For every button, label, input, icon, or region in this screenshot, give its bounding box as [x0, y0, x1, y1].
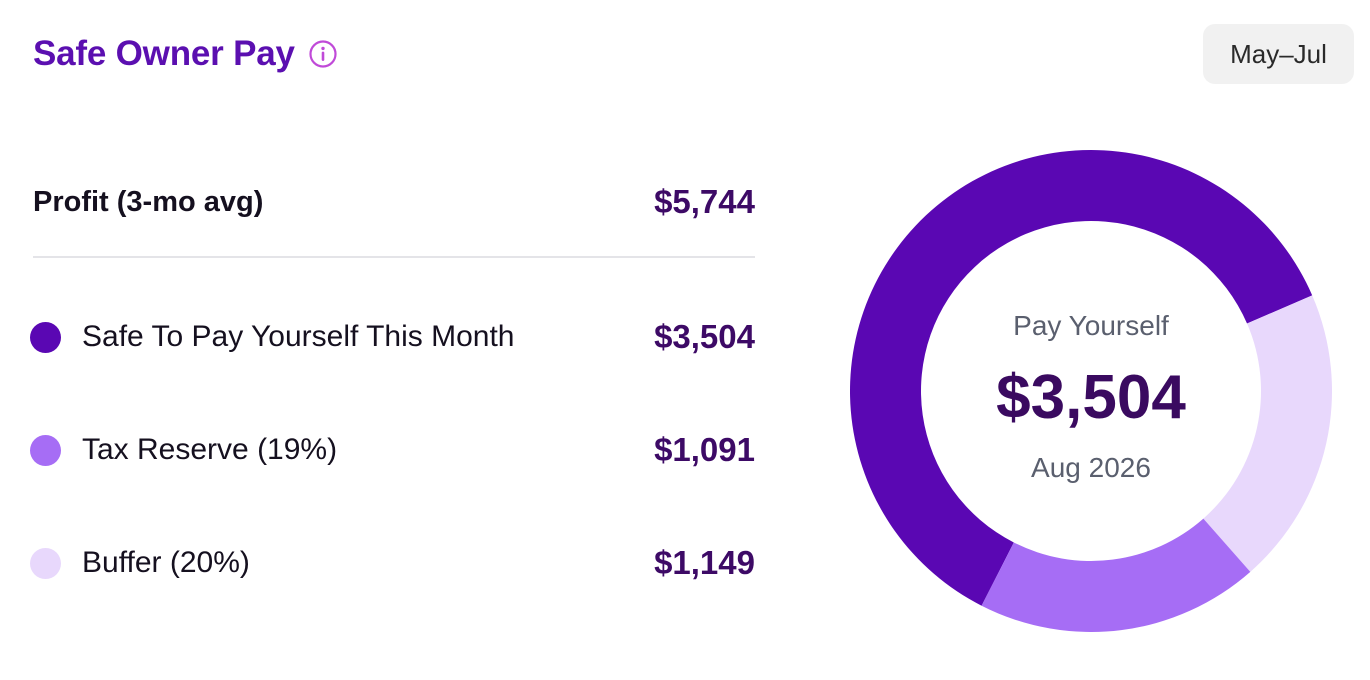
- center-value: $3,504: [996, 363, 1186, 432]
- divider: [33, 256, 755, 258]
- tax-reserve-dot: [30, 434, 61, 466]
- center-label: Pay Yourself: [1013, 310, 1169, 341]
- legend-item-buffer: Buffer (20%) $1,149: [30, 541, 755, 585]
- profit-row: Profit (3-mo avg) $5,744: [33, 180, 755, 224]
- donut-svg: [850, 150, 1332, 632]
- donut-slice-2: [1203, 295, 1332, 572]
- donut-slice-3: [981, 518, 1251, 632]
- legend-item-tax-reserve: Tax Reserve (19%) $1,091: [30, 428, 755, 472]
- legend-amount: $1,091: [654, 431, 755, 468]
- card-header: Safe Owner Pay: [33, 30, 337, 78]
- legend-item-safe-to-pay: Safe To Pay Yourself This Month $3,504: [30, 315, 755, 359]
- donut-chart: Pay Yourself $3,504 Aug 2026: [850, 150, 1332, 632]
- buffer-dot: [30, 547, 61, 579]
- info-icon[interactable]: [309, 40, 337, 68]
- center-date: Aug 2026: [1031, 452, 1151, 483]
- donut-slice-1: [850, 150, 1313, 606]
- safe-to-pay-dot: [30, 321, 61, 353]
- profit-amount: $5,744: [654, 183, 755, 220]
- legend-label: Buffer (20%): [82, 546, 250, 579]
- legend-amount: $1,149: [654, 544, 755, 581]
- donut-center: Pay Yourself $3,504 Aug 2026: [850, 150, 1332, 632]
- date-range-button[interactable]: May–Jul: [1203, 24, 1354, 84]
- legend-amount: $3,504: [654, 318, 755, 355]
- page-title: Safe Owner Pay: [33, 34, 295, 73]
- legend-label: Safe To Pay Yourself This Month: [82, 320, 515, 353]
- profit-label: Profit (3-mo avg): [33, 185, 264, 218]
- legend-label: Tax Reserve (19%): [82, 433, 338, 466]
